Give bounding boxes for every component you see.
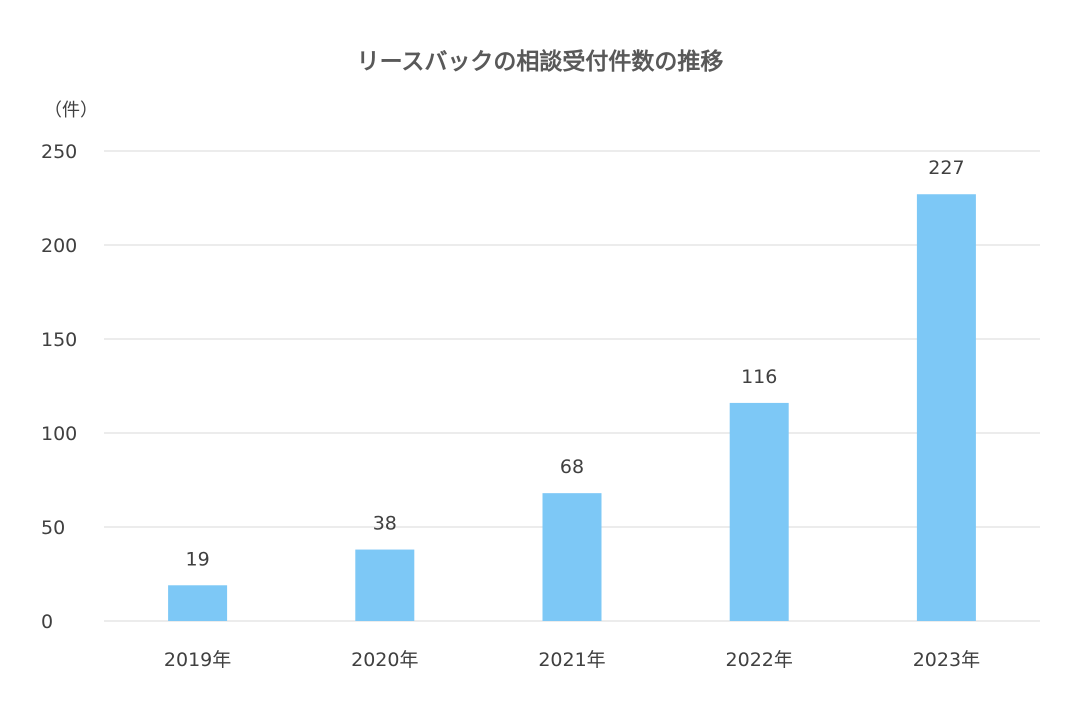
bar-2020年: [355, 549, 415, 621]
data-label-2019年: 19: [186, 548, 210, 570]
x-tick-label-2020年: 2020年: [351, 649, 418, 671]
y-tick-label-100: 100: [41, 423, 77, 445]
x-tick-label-2021年: 2021年: [538, 649, 605, 671]
y-tick-label-250: 250: [41, 141, 77, 163]
y-tick-label-50: 50: [41, 517, 65, 539]
y-tick-label-200: 200: [41, 235, 77, 257]
chart-title: リースバックの相談受付件数の推移: [356, 49, 724, 75]
x-tick-label-2019年: 2019年: [164, 649, 231, 671]
bar-2022年: [729, 402, 789, 621]
bar-2023年: [916, 194, 976, 622]
x-tick-label-2023年: 2023年: [913, 649, 980, 671]
data-label-2020年: 38: [373, 513, 397, 535]
bar-2019年: [168, 585, 228, 621]
y-tick-label-150: 150: [41, 329, 77, 351]
bar-2021年: [542, 493, 602, 621]
y-tick-label-0: 0: [41, 611, 53, 633]
data-label-2021年: 68: [560, 456, 584, 478]
y-axis-unit-label: （件）: [44, 100, 98, 121]
data-label-2022年: 116: [741, 366, 777, 388]
x-tick-label-2022年: 2022年: [726, 649, 793, 671]
data-label-2023年: 227: [928, 157, 964, 179]
